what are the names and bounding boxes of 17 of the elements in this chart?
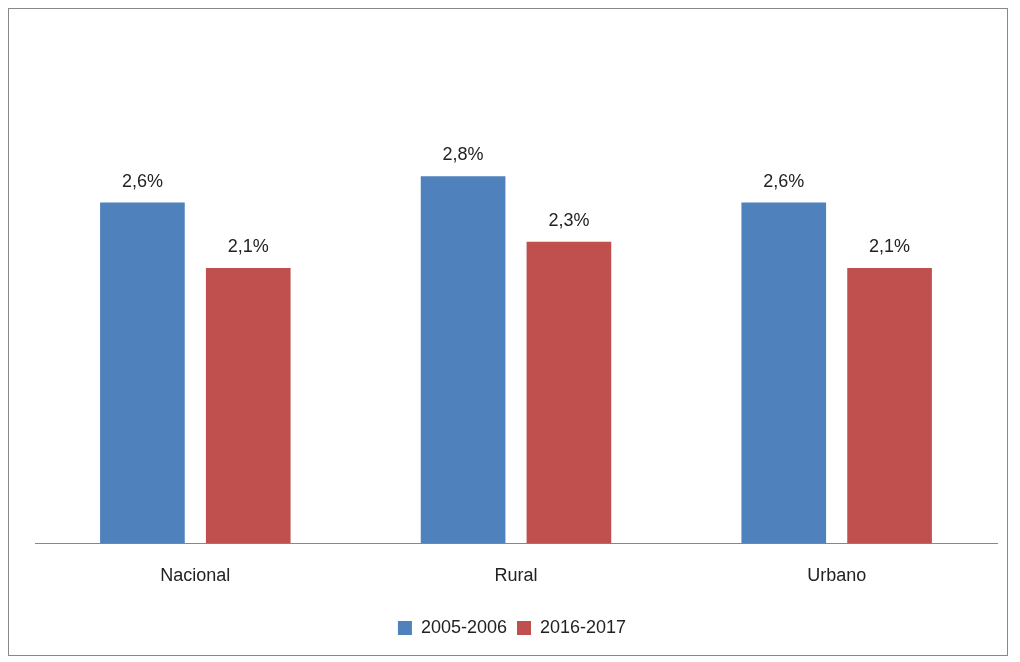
data-label: 2,8% bbox=[442, 144, 484, 165]
bar bbox=[526, 241, 612, 544]
bar bbox=[420, 176, 506, 544]
x-tick-label: Urbano bbox=[807, 565, 867, 586]
data-label: 2,3% bbox=[548, 209, 590, 230]
data-label: 2,6% bbox=[121, 170, 163, 191]
legend-label: 2016-2017 bbox=[540, 616, 627, 637]
bar bbox=[205, 268, 291, 544]
bar bbox=[100, 202, 185, 544]
data-label: 2,1% bbox=[869, 236, 911, 257]
bar bbox=[847, 268, 932, 544]
x-tick-label: Nacional bbox=[160, 565, 231, 586]
x-tick-label: Rural bbox=[494, 565, 538, 586]
legend-label: 2005-2006 bbox=[420, 616, 508, 637]
data-label: 2,1% bbox=[227, 236, 269, 257]
bar bbox=[741, 202, 827, 544]
data-label: 2,6% bbox=[763, 170, 805, 191]
